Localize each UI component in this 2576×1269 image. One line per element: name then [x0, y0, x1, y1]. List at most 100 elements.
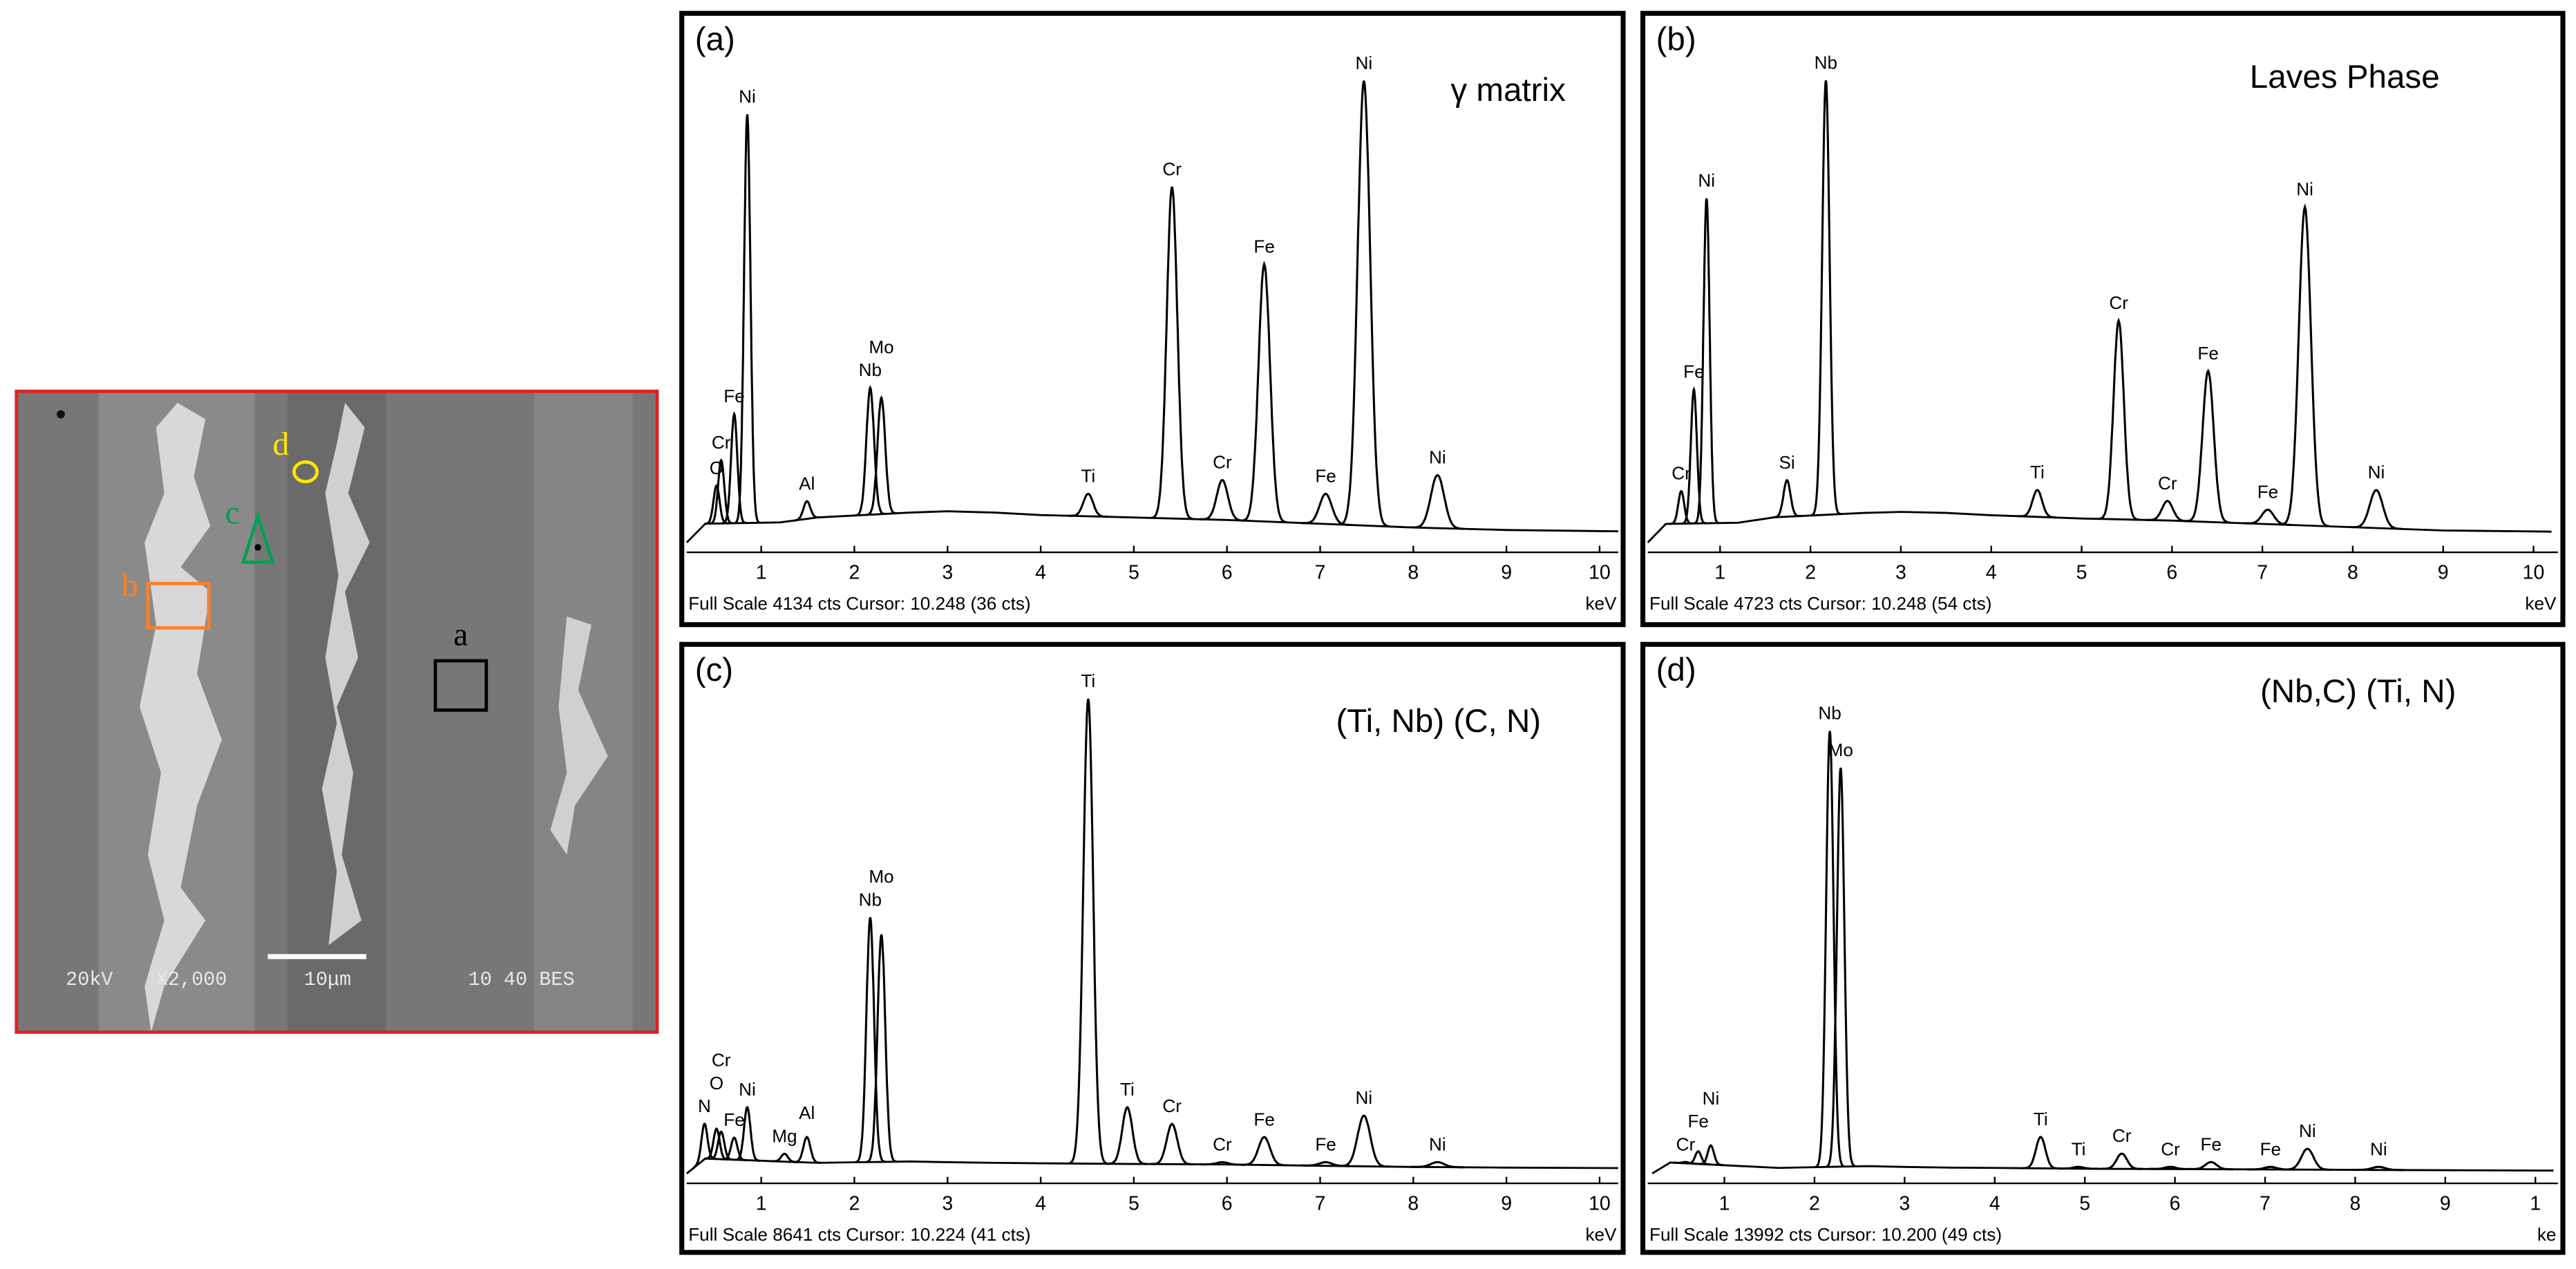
x-tick-label: 1 — [1719, 1193, 1730, 1215]
peak-label: Ti — [2034, 1109, 2048, 1129]
peak — [1150, 186, 1193, 520]
x-tick-label: 8 — [1408, 1193, 1419, 1215]
peak-label: Cr — [2161, 1138, 2180, 1159]
peak — [1669, 490, 1694, 525]
peak — [1825, 767, 1856, 1168]
peak-label: Nb — [1818, 703, 1841, 724]
x-tick-label: 8 — [1408, 562, 1419, 584]
peak — [855, 384, 886, 517]
peak — [2186, 368, 2231, 524]
peak-label: Ni — [1698, 170, 1715, 191]
x-tick-label: 9 — [1501, 1193, 1512, 1215]
peak-label: Mo — [1828, 740, 1853, 760]
peak — [2350, 489, 2403, 530]
peak-label: Cr — [2109, 292, 2128, 313]
peak-label: Cr — [712, 1050, 731, 1071]
peak-label: Cr — [1213, 452, 1232, 473]
peak — [1301, 492, 1350, 526]
x-tick-label: 1 — [2530, 1193, 2541, 1215]
peak-label: Nb — [859, 889, 882, 910]
peak-label: Al — [799, 473, 815, 494]
peak — [2101, 1152, 2143, 1170]
x-tick-label: 4 — [1035, 562, 1046, 584]
peak-label: Ni — [1356, 53, 1373, 73]
x-tick-label: 8 — [2349, 1193, 2360, 1215]
x-unit: keV — [2525, 593, 2557, 614]
peak-label: Cr — [1671, 463, 1691, 484]
marker-c — [240, 511, 275, 564]
x-tick-label: 5 — [1128, 1193, 1139, 1215]
peak — [1681, 386, 1706, 525]
peak — [721, 1136, 747, 1162]
peak — [2148, 1165, 2193, 1170]
footer: Full Scale 4723 cts Cursor: 10.248 (54 c… — [1649, 593, 1991, 614]
sem-info: 20kV — [66, 968, 113, 991]
panel-title: Laves Phase — [2250, 59, 2440, 95]
x-tick-label: 10 — [1589, 1193, 1611, 1215]
peak-label: Ni — [739, 1079, 756, 1100]
peak-label: Fe — [2201, 1134, 2222, 1154]
peak — [708, 1130, 734, 1161]
peak-label: Ti — [1081, 670, 1095, 691]
panel-border — [679, 10, 1626, 628]
x-tick-label: 7 — [2257, 562, 2268, 584]
peak — [792, 500, 821, 522]
peak — [1200, 1160, 1245, 1166]
peak — [735, 1105, 760, 1162]
peak-label: Fe — [1315, 466, 1336, 487]
x-tick-label: 9 — [2438, 562, 2449, 584]
sem-dendrite — [322, 402, 370, 946]
peak — [2018, 489, 2056, 519]
sem-info: 10μm — [304, 968, 351, 991]
peak — [2021, 1136, 2061, 1170]
peak — [866, 395, 897, 516]
peak — [2352, 1165, 2405, 1172]
peak-label: Ni — [1703, 1088, 1720, 1109]
panel-title: (Ti, Nb) (C, N) — [1336, 703, 1541, 740]
peak-label: Fe — [2197, 343, 2219, 364]
sem-info: X2,000 — [156, 968, 227, 991]
x-tick-label: 6 — [2166, 562, 2177, 584]
continuum — [1651, 1161, 2554, 1175]
sem-dendrite — [140, 402, 222, 1033]
panel-border — [1640, 641, 2566, 1255]
peak — [1815, 731, 1845, 1169]
x-tick-label: 8 — [2347, 562, 2358, 584]
peak-label: N — [698, 1096, 711, 1116]
marker-d — [292, 460, 319, 484]
x-tick-label: 4 — [1989, 1193, 2000, 1215]
peak — [866, 934, 897, 1163]
peak-label: Fe — [723, 1109, 745, 1130]
x-tick-label: 4 — [1986, 562, 1997, 584]
x-tick-label: 3 — [942, 1193, 953, 1215]
continuum — [685, 510, 1618, 543]
peak-label: Si — [1779, 452, 1794, 473]
peak — [1686, 1150, 1711, 1166]
marker-label: b — [122, 567, 138, 603]
x-unit: keV — [1585, 1224, 1617, 1245]
peak-label: Fe — [1687, 1111, 1709, 1131]
x-tick-label: 10 — [1589, 562, 1611, 584]
peak — [2188, 1160, 2234, 1171]
peak — [1106, 1106, 1148, 1165]
x-unit: keV — [1585, 593, 1617, 614]
peak — [1410, 473, 1464, 530]
x-tick-label: 2 — [849, 562, 860, 584]
x-tick-label: 3 — [1895, 562, 1906, 584]
peak-label: Ni — [2370, 1138, 2387, 1159]
peak — [2280, 203, 2330, 527]
peak-label: Al — [799, 1102, 815, 1123]
peak — [793, 1136, 821, 1164]
marker-c-dot — [254, 544, 262, 551]
peak — [1338, 80, 1390, 528]
peak — [2058, 1165, 2099, 1170]
peak — [1772, 478, 1801, 519]
x-tick-label: 2 — [849, 1193, 860, 1215]
peak-label: Mo — [869, 866, 893, 887]
panel-title: (Nb,C) (Ti, N) — [2260, 673, 2456, 710]
x-tick-label: 5 — [2076, 562, 2087, 584]
peak-label: Fe — [1683, 361, 1705, 382]
footer: Full Scale 4134 cts Cursor: 10.248 (36 c… — [688, 593, 1030, 614]
footer: Full Scale 13992 cts Cursor: 10.200 (49 … — [1649, 1224, 2002, 1245]
peak-label: Nb — [859, 359, 882, 380]
